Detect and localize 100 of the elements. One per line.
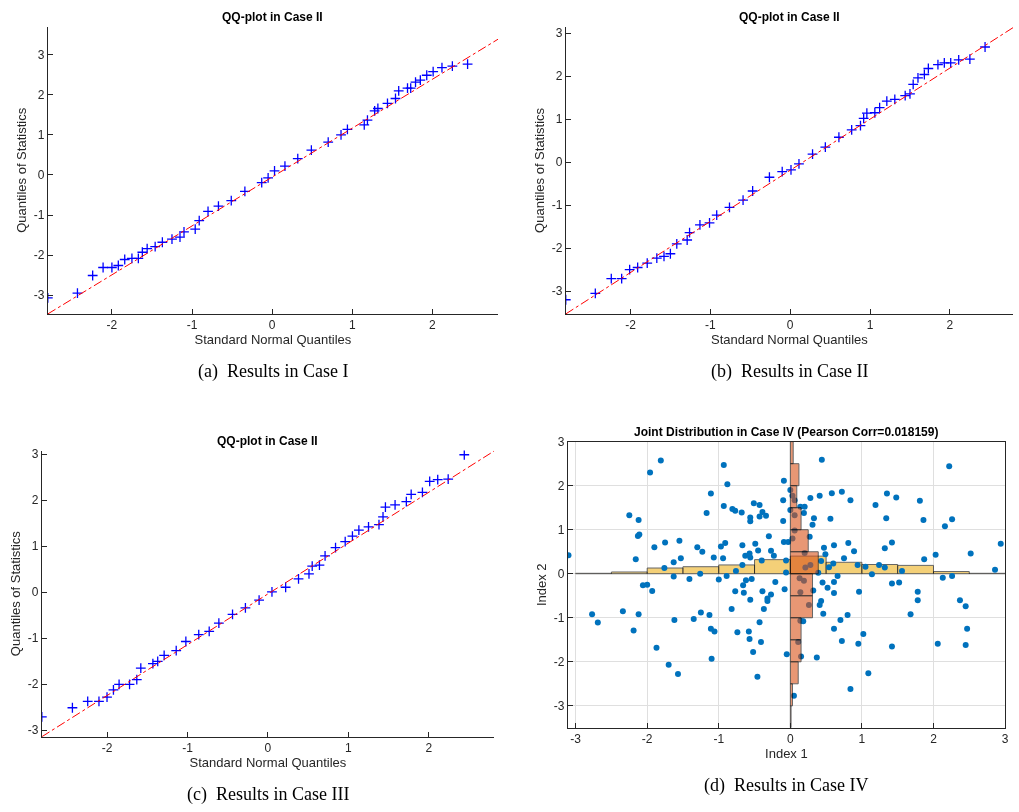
y-tick-label: 3 — [557, 434, 565, 449]
point — [616, 273, 628, 285]
x-tick-label: 2 — [425, 741, 433, 756]
point — [101, 691, 113, 703]
point — [119, 253, 131, 266]
point — [180, 635, 192, 648]
point — [268, 165, 281, 177]
point — [131, 674, 143, 686]
point — [907, 78, 919, 90]
text: (b) Results in Case II — [711, 361, 869, 382]
x-tick-label: -2 — [641, 732, 653, 747]
point — [776, 166, 788, 178]
point — [93, 695, 105, 707]
point — [335, 129, 347, 141]
point — [346, 530, 358, 542]
point — [280, 581, 292, 593]
point — [322, 136, 334, 148]
point — [671, 238, 683, 250]
point — [136, 246, 148, 258]
point — [854, 120, 867, 132]
y-tick-label: -1 — [33, 208, 45, 223]
y-tick-label: 0 — [555, 155, 563, 170]
point — [124, 678, 136, 690]
point — [292, 573, 305, 585]
point — [874, 102, 886, 114]
point — [379, 501, 391, 513]
point — [405, 82, 417, 94]
text: (d) Results in Case IV — [704, 775, 869, 796]
point — [389, 499, 401, 511]
point — [819, 141, 831, 153]
y-tick-label: -2 — [33, 248, 45, 263]
y-tick-label: -2 — [27, 677, 39, 692]
x-tick-label: 1 — [866, 318, 874, 333]
point — [632, 261, 644, 274]
y-tick-label: 2 — [555, 69, 563, 84]
y-tick-label: 3 — [37, 48, 45, 63]
y-tick-label: -2 — [553, 654, 565, 669]
point — [833, 131, 845, 143]
x-tick-label: 1 — [345, 741, 353, 756]
point — [193, 629, 205, 641]
point — [723, 201, 736, 213]
point — [858, 112, 870, 124]
x-tick-label: 0 — [786, 318, 794, 333]
point — [605, 273, 617, 285]
point — [436, 62, 448, 74]
point — [651, 252, 663, 264]
point — [353, 524, 365, 536]
point — [381, 97, 394, 109]
y-axis-title: Quantiles of Statistics — [7, 530, 23, 657]
point — [253, 594, 265, 606]
point — [156, 236, 168, 248]
point — [107, 684, 119, 696]
point — [763, 171, 775, 183]
point — [361, 114, 373, 126]
point — [462, 58, 474, 70]
point — [711, 209, 723, 221]
x-axis-title: Index 1 — [765, 746, 808, 762]
y-tick-label: 1 — [557, 522, 565, 537]
point — [213, 617, 225, 629]
point — [807, 148, 819, 160]
text: (a) Results in Case I — [198, 361, 349, 382]
text: (c) Results in Case III — [187, 784, 350, 805]
point — [341, 123, 353, 135]
point — [358, 119, 370, 131]
point — [266, 586, 278, 598]
x-tick-label: -2 — [101, 741, 113, 756]
x-tick-label: 3 — [1001, 732, 1009, 747]
point — [953, 54, 965, 66]
y-tick-label: 0 — [31, 585, 39, 600]
y-tick-label: 3 — [31, 447, 39, 462]
point — [313, 559, 325, 571]
y-tick-label: 2 — [37, 88, 45, 103]
y-axis-title: Index 2 — [533, 563, 549, 607]
point — [904, 88, 916, 100]
point — [846, 124, 858, 136]
point — [793, 158, 805, 170]
point — [389, 92, 402, 105]
y-tick-label: 0 — [557, 566, 565, 581]
point — [87, 269, 99, 282]
point — [189, 223, 201, 235]
x-tick-label: -2 — [106, 318, 118, 333]
x-tick-label: -1 — [704, 318, 716, 333]
point — [899, 90, 911, 102]
point — [377, 511, 389, 523]
point — [203, 625, 215, 637]
x-tick-label: -1 — [186, 318, 198, 333]
point — [292, 153, 304, 165]
chart-title: QQ-plot in Case II — [739, 10, 840, 24]
point — [362, 521, 375, 533]
y-tick-label: -1 — [551, 198, 563, 213]
chart-title: QQ-plot in Case II — [217, 434, 318, 448]
point — [393, 85, 405, 97]
point — [147, 658, 159, 670]
x-tick-label: 0 — [786, 732, 794, 747]
point — [135, 662, 147, 674]
point — [306, 560, 318, 572]
point — [446, 60, 458, 72]
y-tick-label: -1 — [27, 631, 39, 646]
x-tick-label: 2 — [946, 318, 954, 333]
point — [373, 519, 385, 531]
